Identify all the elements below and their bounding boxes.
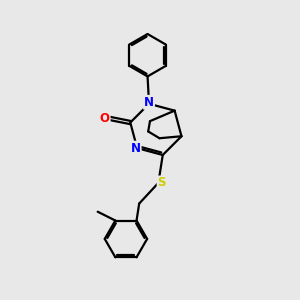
Text: N: N xyxy=(144,96,154,109)
Text: N: N xyxy=(131,142,141,154)
Text: S: S xyxy=(158,176,166,190)
Text: O: O xyxy=(100,112,110,124)
